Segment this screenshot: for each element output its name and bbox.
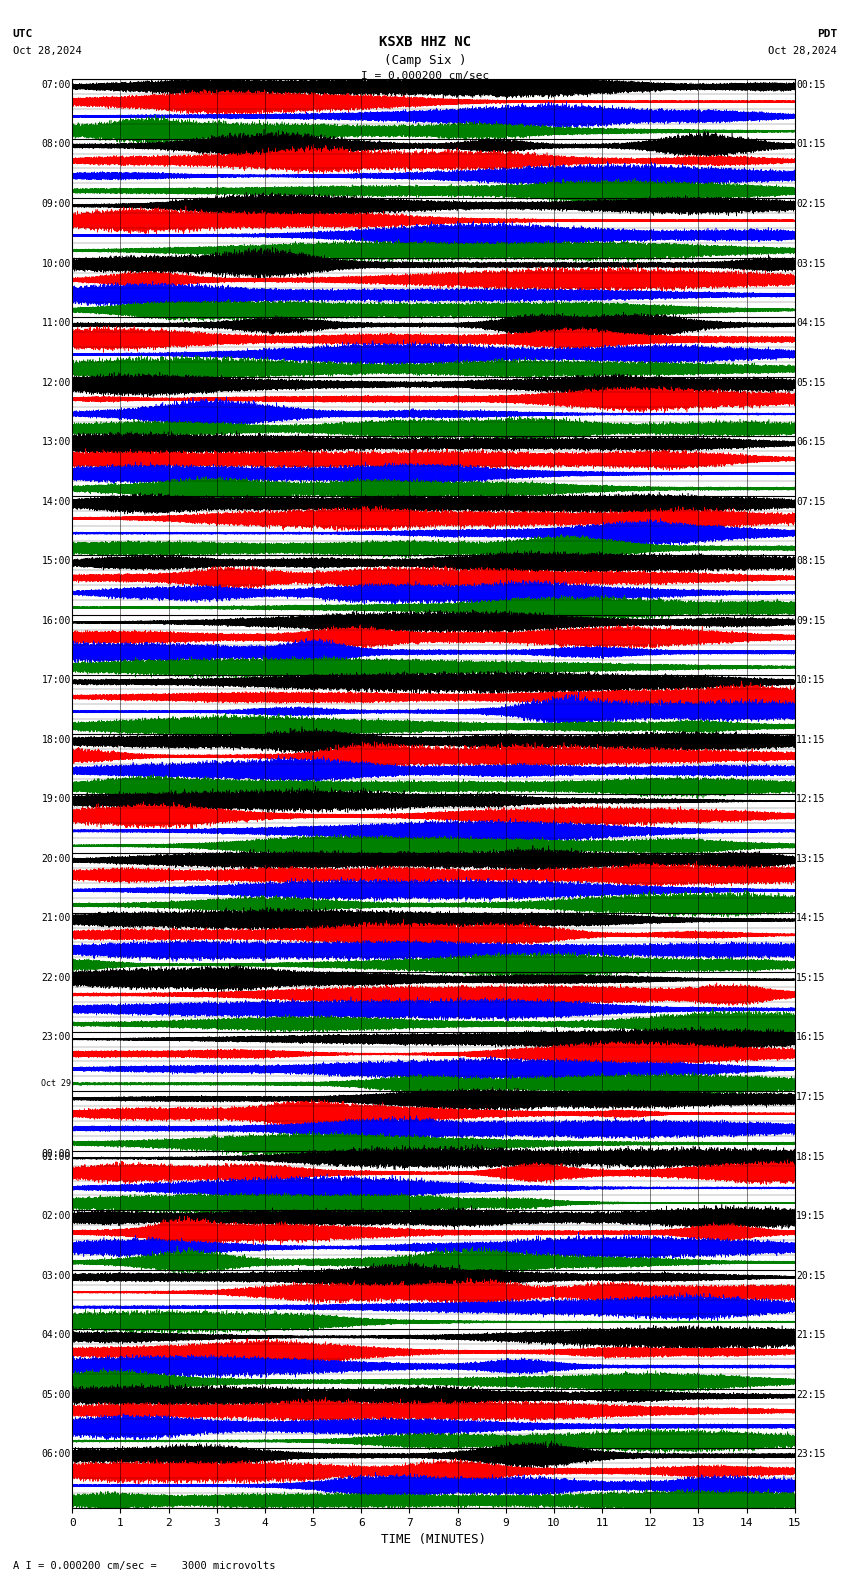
Text: 13:15: 13:15 bbox=[796, 854, 825, 863]
Text: 00:15: 00:15 bbox=[796, 79, 825, 90]
Text: 15:15: 15:15 bbox=[796, 973, 825, 984]
Text: 13:00: 13:00 bbox=[42, 437, 71, 447]
Text: 06:15: 06:15 bbox=[796, 437, 825, 447]
Text: 00:00: 00:00 bbox=[42, 1150, 71, 1159]
Text: 11:00: 11:00 bbox=[42, 318, 71, 328]
Text: 12:15: 12:15 bbox=[796, 794, 825, 805]
Text: 21:00: 21:00 bbox=[42, 914, 71, 923]
Text: 09:15: 09:15 bbox=[796, 616, 825, 626]
Text: 02:15: 02:15 bbox=[796, 200, 825, 209]
Text: 01:15: 01:15 bbox=[796, 139, 825, 149]
Text: UTC: UTC bbox=[13, 29, 33, 38]
Text: Oct 28,2024: Oct 28,2024 bbox=[768, 46, 837, 55]
Text: 17:00: 17:00 bbox=[42, 675, 71, 686]
Text: 22:00: 22:00 bbox=[42, 973, 71, 984]
Text: 14:15: 14:15 bbox=[796, 914, 825, 923]
Text: 19:15: 19:15 bbox=[796, 1212, 825, 1221]
Text: 09:00: 09:00 bbox=[42, 200, 71, 209]
Text: 05:00: 05:00 bbox=[42, 1389, 71, 1400]
Text: 10:15: 10:15 bbox=[796, 675, 825, 686]
Text: 14:00: 14:00 bbox=[42, 497, 71, 507]
Text: 03:15: 03:15 bbox=[796, 258, 825, 269]
Text: 03:00: 03:00 bbox=[42, 1270, 71, 1280]
Text: 05:15: 05:15 bbox=[796, 377, 825, 388]
Text: Oct 28,2024: Oct 28,2024 bbox=[13, 46, 82, 55]
Text: I = 0.000200 cm/sec: I = 0.000200 cm/sec bbox=[361, 71, 489, 81]
Text: 07:00: 07:00 bbox=[42, 79, 71, 90]
Text: 20:00: 20:00 bbox=[42, 854, 71, 863]
Text: PDT: PDT bbox=[817, 29, 837, 38]
Text: A I = 0.000200 cm/sec =    3000 microvolts: A I = 0.000200 cm/sec = 3000 microvolts bbox=[13, 1562, 275, 1571]
Text: 21:15: 21:15 bbox=[796, 1331, 825, 1340]
Text: 02:00: 02:00 bbox=[42, 1212, 71, 1221]
Text: 15:00: 15:00 bbox=[42, 556, 71, 565]
Text: 08:15: 08:15 bbox=[796, 556, 825, 565]
Text: KSXB HHZ NC: KSXB HHZ NC bbox=[379, 35, 471, 49]
Text: 01:00: 01:00 bbox=[42, 1152, 71, 1161]
Text: 06:00: 06:00 bbox=[42, 1449, 71, 1459]
Text: 18:00: 18:00 bbox=[42, 735, 71, 744]
Text: 07:15: 07:15 bbox=[796, 497, 825, 507]
Text: 22:15: 22:15 bbox=[796, 1389, 825, 1400]
Text: 23:15: 23:15 bbox=[796, 1449, 825, 1459]
Text: 18:15: 18:15 bbox=[796, 1152, 825, 1161]
Text: 08:00: 08:00 bbox=[42, 139, 71, 149]
Text: 11:15: 11:15 bbox=[796, 735, 825, 744]
Text: 16:15: 16:15 bbox=[796, 1033, 825, 1042]
Text: 23:00: 23:00 bbox=[42, 1033, 71, 1042]
Text: Oct 29: Oct 29 bbox=[41, 1079, 71, 1088]
Text: 16:00: 16:00 bbox=[42, 616, 71, 626]
Text: 04:00: 04:00 bbox=[42, 1331, 71, 1340]
Text: 04:15: 04:15 bbox=[796, 318, 825, 328]
Text: 10:00: 10:00 bbox=[42, 258, 71, 269]
Text: 12:00: 12:00 bbox=[42, 377, 71, 388]
Text: 17:15: 17:15 bbox=[796, 1091, 825, 1102]
Text: 19:00: 19:00 bbox=[42, 794, 71, 805]
Text: 20:15: 20:15 bbox=[796, 1270, 825, 1280]
X-axis label: TIME (MINUTES): TIME (MINUTES) bbox=[381, 1533, 486, 1546]
Text: (Camp Six ): (Camp Six ) bbox=[383, 54, 467, 67]
